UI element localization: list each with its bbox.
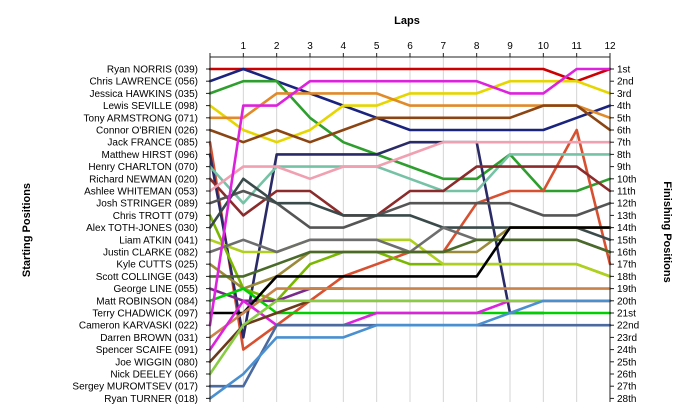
finishing-position-label: 21st xyxy=(617,309,636,320)
series-line-4 xyxy=(208,79,612,144)
starting-position-label: Liam ATKIN (041) xyxy=(119,235,198,246)
vertical-gridlines xyxy=(242,57,611,402)
finishing-position-label: 16th xyxy=(617,248,636,259)
starting-position-label: Sergey MUROMTSEV (017) xyxy=(72,382,198,393)
finishing-position-label: 19th xyxy=(617,284,636,295)
x-tick-label: 7 xyxy=(441,41,447,52)
starting-position-label: Ashlee WHITEMAN (053) xyxy=(84,187,198,198)
finishing-position-label: 12th xyxy=(617,199,636,210)
x-tick-label: 3 xyxy=(307,41,313,52)
finishing-position-label: 13th xyxy=(617,211,636,222)
finishing-position-label: 7th xyxy=(617,138,631,149)
starting-position-label: Chris TROTT (079) xyxy=(113,211,198,222)
starting-position-label: Jessica HAWKINS (035) xyxy=(89,89,198,100)
finishing-position-label: 27th xyxy=(617,382,636,393)
finishing-position-label: 6th xyxy=(617,126,631,137)
finishing-position-label: 11th xyxy=(617,187,636,198)
finishing-position-label: 24th xyxy=(617,345,636,356)
starting-position-label: Ryan NORRIS (039) xyxy=(107,65,198,76)
finishing-position-label: 26th xyxy=(617,370,636,381)
starting-position-labels: Ryan NORRIS (039)Chris LAWRENCE (056)Jes… xyxy=(72,65,198,405)
series-line-1 xyxy=(208,67,612,83)
finishing-position-label: 25th xyxy=(617,357,636,368)
starting-position-label: Chris LAWRENCE (056) xyxy=(89,77,198,88)
finishing-position-label: 3rd xyxy=(617,89,631,100)
finishing-position-label: 14th xyxy=(617,223,636,234)
starting-position-label: Matthew HIRST (096) xyxy=(101,150,198,161)
starting-position-label: Spencer SCAIFE (091) xyxy=(96,345,198,356)
x-tick-label: 5 xyxy=(374,41,380,52)
starting-position-label: Cameron KARVASKI (022) xyxy=(79,321,198,332)
x-tick-label: 1 xyxy=(241,41,247,52)
x-tick-label: 11 xyxy=(571,41,582,52)
y-axis-label-left: Starting Positions xyxy=(21,183,33,277)
starting-position-label: Matt ROBINSON (084) xyxy=(96,296,198,307)
x-tick-labels: 1 2 3 4 5 6 7 8 9 10 11 12 xyxy=(241,41,616,52)
finishing-position-label: 4th xyxy=(617,101,631,112)
finishing-position-label: 20th xyxy=(617,296,636,307)
finishing-position-label: 22nd xyxy=(617,321,639,332)
series-line-8 xyxy=(208,140,545,339)
plot-frame xyxy=(206,53,614,402)
x-tick-label: 9 xyxy=(507,41,513,52)
starting-position-label: Justin CLARKE (082) xyxy=(103,248,198,259)
series-line-6 xyxy=(208,104,612,144)
starting-position-label: Terry CHADWICK (097) xyxy=(92,309,198,320)
starting-position-label: Joe WIGGIN (080) xyxy=(115,357,198,368)
series-line-18 xyxy=(208,238,612,278)
starting-position-label: Nick DEELEY (066) xyxy=(110,370,198,381)
starting-position-label: Jack FRANCE (085) xyxy=(107,138,198,149)
chart-title: Laps xyxy=(394,15,420,27)
starting-position-label: George LINE (055) xyxy=(114,284,199,295)
series-line-23 xyxy=(208,287,612,339)
finishing-position-label: 8th xyxy=(617,150,631,161)
starting-position-label: Josh STRINGER (089) xyxy=(96,199,198,210)
finishing-position-label: 18th xyxy=(617,272,636,283)
starting-position-label: Richard NEWMAN (020) xyxy=(89,174,198,185)
finishing-position-label: 1st xyxy=(617,65,631,76)
starting-position-label: Darren BROWN (031) xyxy=(100,333,198,344)
finishing-position-labels: 1st2nd3rd4th5th6th7th8th9th10th11th12th1… xyxy=(617,65,639,405)
x-tick-label: 12 xyxy=(604,41,616,52)
x-tick-label: 10 xyxy=(538,41,550,52)
series-line-21 xyxy=(208,226,612,315)
x-tick-label: 4 xyxy=(341,41,347,52)
finishing-position-label: 2nd xyxy=(617,77,634,88)
series-line-11 xyxy=(208,140,612,193)
starting-position-label: Connor O'BRIEN (026) xyxy=(96,126,198,137)
starting-position-label: Alex TOTH-JONES (030) xyxy=(86,223,198,234)
finishing-position-label: 5th xyxy=(617,113,631,124)
x-tick-label: 6 xyxy=(407,41,413,52)
finishing-position-label: 9th xyxy=(617,162,631,173)
series-line-10 xyxy=(208,165,612,217)
series-line-22 xyxy=(208,67,612,327)
x-tick-label: 2 xyxy=(274,41,280,52)
x-tick-label: 8 xyxy=(474,41,480,52)
finishing-position-label: 10th xyxy=(617,174,636,185)
finishing-position-label: 15th xyxy=(617,235,636,246)
finishing-position-label: 17th xyxy=(617,260,636,271)
starting-position-label: Henry CHARLTON (070) xyxy=(88,162,198,173)
starting-position-label: Tony ARMSTRONG (071) xyxy=(84,113,198,124)
series-lines xyxy=(208,67,612,400)
finishing-position-label: 28th xyxy=(617,394,636,405)
starting-position-label: Kyle CUTTS (025) xyxy=(116,260,198,271)
series-line-28 xyxy=(208,299,612,400)
starting-position-label: Ryan TURNER (018) xyxy=(104,394,198,405)
finishing-position-label: 23rd xyxy=(617,333,637,344)
starting-position-label: Lewis SEVILLE (098) xyxy=(103,101,198,112)
starting-position-label: Scott COLLINGE (043) xyxy=(96,272,198,283)
y-axis-label-right: Finishing Positions xyxy=(661,181,673,282)
